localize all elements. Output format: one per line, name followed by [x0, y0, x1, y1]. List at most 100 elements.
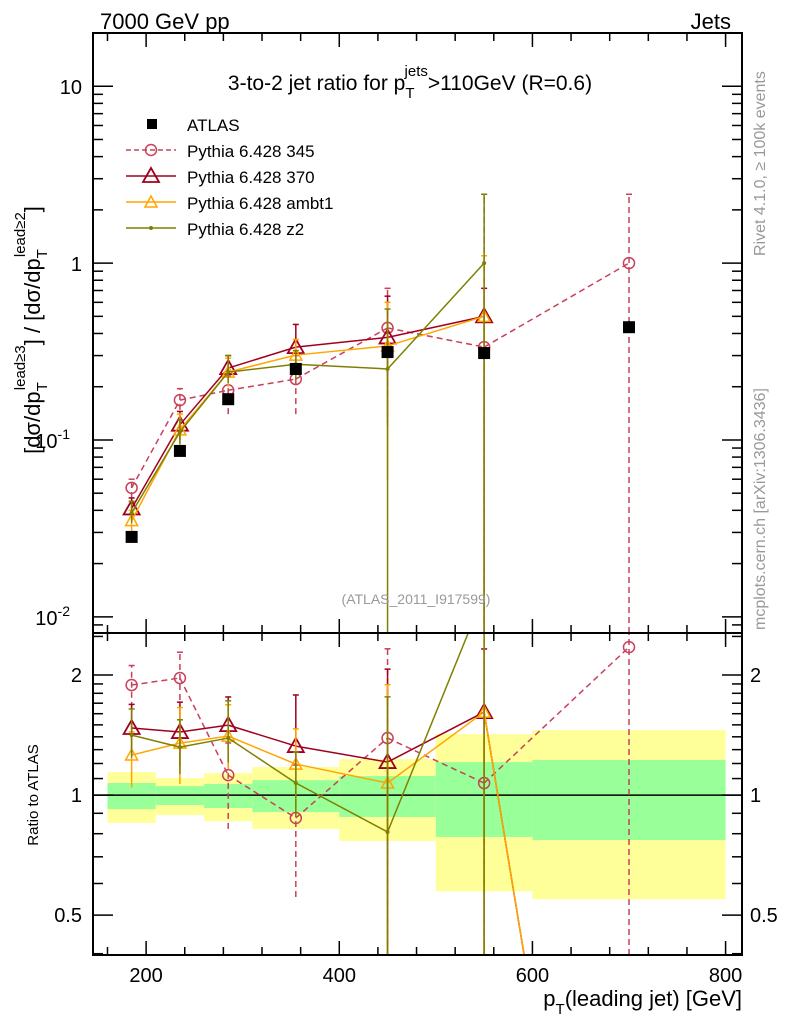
- marker-square: [173, 444, 186, 457]
- marker-dot: [293, 781, 298, 786]
- title-rest: >110GeV (R=0.6): [428, 72, 592, 95]
- series-line: [295, 363, 388, 370]
- ratio-line: [483, 646, 630, 784]
- series-line: [228, 354, 296, 373]
- series-line: [387, 262, 485, 370]
- series-line: [130, 431, 181, 514]
- ratio-line: [387, 711, 485, 784]
- ylabel-part: T: [34, 382, 51, 391]
- marker-square: [478, 347, 491, 360]
- x-tick-label: 800: [709, 965, 742, 987]
- ratio-y-tick-label: 2: [71, 665, 82, 687]
- series-line: [179, 367, 229, 426]
- y-tick-base: 10: [35, 608, 57, 630]
- ratio-line: [387, 737, 485, 784]
- marker-dot: [385, 366, 390, 371]
- legend-marker-square: [147, 119, 157, 129]
- series-pythia-6-428-ambt1: [124, 255, 492, 633]
- legend-item: Pythia 6.428 370: [126, 166, 315, 187]
- ratio-line: [295, 745, 388, 763]
- marker-circle: [173, 393, 187, 407]
- y-tick-base: 10: [35, 431, 57, 453]
- ratio-line: [483, 711, 525, 956]
- ratio-y-tick-label: 2: [750, 665, 761, 687]
- y-tick-label: 10: [60, 77, 82, 99]
- legend: ATLAS Pythia 6.428 345 Pythia 6.428 370 Pyt…: [126, 116, 333, 239]
- marker-square: [381, 346, 394, 359]
- x-axis-label: pT(leading jet) [GeV]: [543, 986, 742, 1018]
- series-line: [295, 345, 388, 356]
- ratio-y-tick-label: 0.5: [750, 905, 778, 927]
- series-pythia-6-428-z2: [128, 193, 488, 633]
- marker-square: [125, 530, 138, 543]
- y-tick-exponent: -2: [58, 603, 71, 619]
- marker-circle: [125, 678, 138, 692]
- series-atlas: [125, 321, 636, 543]
- marker-triangle: [141, 166, 161, 183]
- ratio-line: [295, 763, 388, 784]
- marker-dot: [177, 429, 182, 434]
- marker-circle: [221, 768, 235, 782]
- side-label-rivet: Rivet 4.1.0, ≥ 100k events: [752, 71, 769, 256]
- series-line: [228, 378, 296, 391]
- y-tick-label: 10-1: [35, 426, 70, 453]
- y-tick-label: 10-2: [35, 603, 70, 630]
- series-line: [179, 371, 229, 433]
- title-sub: T: [405, 85, 414, 102]
- series-line: [179, 389, 229, 401]
- ratio-data: [93, 632, 742, 956]
- ratio-line: [179, 737, 229, 748]
- title-main: 3-to-2 jet ratio for p: [228, 72, 405, 95]
- legend-label: Pythia 6.428 z2: [187, 220, 304, 239]
- ratio-plot: [92, 632, 743, 956]
- series-line: [227, 346, 297, 369]
- ratio-line: [179, 677, 229, 776]
- marker-dot: [129, 510, 134, 515]
- marker-square: [289, 362, 302, 375]
- header-right: Jets: [691, 9, 731, 34]
- side-label-mcplots: mcplots.cern.ch [arXiv:1306.3436]: [752, 388, 769, 630]
- ratio-line: [131, 677, 181, 686]
- xlabel-p: p: [543, 986, 555, 1011]
- series-line: [228, 363, 296, 373]
- ratio-line: [227, 724, 297, 747]
- main-data: [122, 193, 636, 633]
- series-line: [295, 327, 388, 380]
- ylabel-part: [dσ/dp: [20, 391, 45, 454]
- marker-circle: [144, 143, 158, 157]
- y-tick-base: 10: [60, 77, 82, 99]
- marker-dot: [149, 226, 153, 230]
- legend-label: ATLAS: [187, 116, 240, 135]
- ratio-frame: [92, 632, 743, 956]
- marker-triangle: [124, 747, 139, 761]
- series-line: [130, 399, 181, 489]
- ylabel-part: ]: [20, 339, 45, 345]
- legend-item: Pythia 6.428 z2: [126, 220, 304, 239]
- marker-dot: [226, 736, 231, 741]
- plot-title: 3-to-2 jet ratio for pTjets>110GeV (R=0.…: [228, 63, 592, 102]
- ratio-line: [295, 782, 388, 833]
- ratio-line: [179, 735, 229, 744]
- y-tick-exponent: -1: [58, 426, 71, 442]
- ylabel-part: / [dσ/dp: [20, 258, 45, 339]
- series-pythia-6-428-370: [122, 287, 494, 633]
- marker-circle: [125, 481, 138, 495]
- ratio-series: [128, 632, 485, 955]
- legend-item: Pythia 6.428 ambt1: [126, 194, 333, 213]
- marker-square: [222, 393, 235, 406]
- series-line: [483, 262, 630, 348]
- series-line: [295, 336, 388, 348]
- legend-item: Pythia 6.428 345: [126, 142, 315, 161]
- series-line: [387, 315, 485, 347]
- ratio-line: [227, 774, 297, 819]
- watermark: (ATLAS_2011_I917599): [342, 591, 491, 607]
- ylabel-part: T: [34, 249, 51, 258]
- title-sup: jets: [404, 63, 428, 80]
- marker-circle: [622, 640, 636, 654]
- marker-circle: [173, 671, 187, 685]
- series-line: [130, 424, 181, 509]
- ylabel-part: lead≥2: [12, 212, 29, 257]
- legend-label: Pythia 6.428 345: [187, 142, 315, 161]
- ylabel-part: ]: [20, 206, 45, 212]
- ratio-y-tick-label: 1: [750, 785, 761, 807]
